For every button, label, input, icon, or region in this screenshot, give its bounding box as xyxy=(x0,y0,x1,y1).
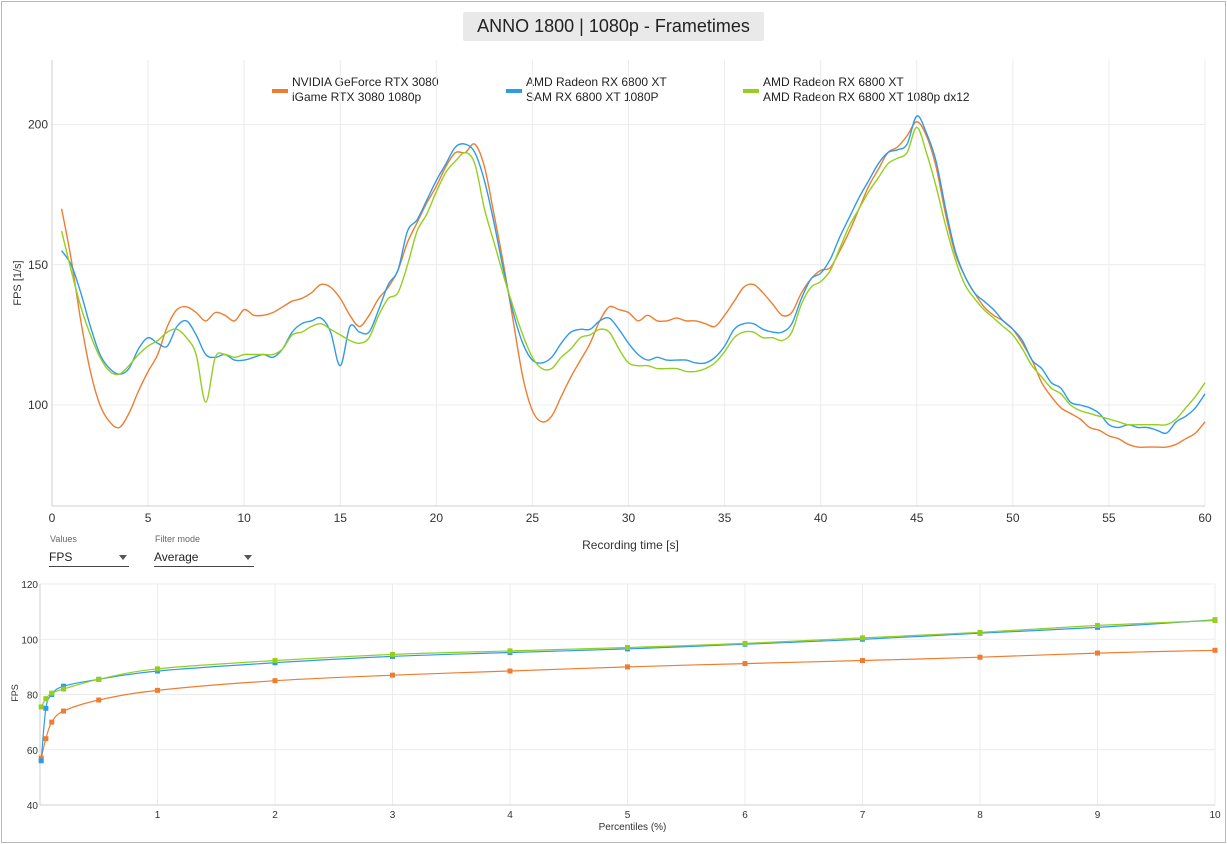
chevron-down-icon xyxy=(244,555,252,560)
legend-item-1-line2: SAM RX 6800 XT 1080P xyxy=(526,90,659,104)
filter-mode-dropdown[interactable]: Average xyxy=(154,548,254,567)
percentile-marker-0 xyxy=(38,755,44,761)
x-tick-label: 0 xyxy=(49,511,56,525)
percentile-marker-2 xyxy=(742,640,748,646)
percentile-marker-2 xyxy=(38,704,44,710)
y2-tick-label: 60 xyxy=(27,746,39,757)
percentile-marker-0 xyxy=(49,719,55,725)
legend-swatch-1 xyxy=(506,89,522,93)
x-axis-title: Recording time [s] xyxy=(582,538,679,552)
y2-axis-title: FPS xyxy=(10,684,20,702)
y-tick-label: 150 xyxy=(28,258,48,272)
percentile-marker-2 xyxy=(1212,617,1218,623)
x2-tick-label: 5 xyxy=(625,810,631,821)
y2-tick-label: 80 xyxy=(27,691,39,702)
percentile-marker-0 xyxy=(272,678,278,684)
chevron-down-icon xyxy=(119,555,127,560)
percentile-marker-1 xyxy=(61,683,66,689)
legend-item-1-line1: AMD Radeon RX 6800 XT xyxy=(526,75,667,89)
x-tick-label: 45 xyxy=(910,511,924,525)
x-tick-label: 30 xyxy=(622,511,636,525)
y-tick-label: 200 xyxy=(28,118,48,132)
x-tick-label: 5 xyxy=(145,511,152,525)
legend-item-0-line1: NVIDIA GeForce RTX 3080 xyxy=(292,75,439,89)
x2-tick-label: 2 xyxy=(272,810,278,821)
x2-tick-label: 1 xyxy=(155,810,161,821)
values-selected: FPS xyxy=(49,550,73,564)
percentile-marker-0 xyxy=(1212,647,1218,653)
percentile-marker-2 xyxy=(1095,622,1100,628)
legend-item-2[interactable]: AMD Radeon RX 6800 XT AMD Radeon RX 6800… xyxy=(763,75,970,105)
percentile-marker-0 xyxy=(43,736,49,742)
percentile-marker-1 xyxy=(43,705,49,711)
percentile-marker-2 xyxy=(390,651,395,657)
y2-tick-label: 120 xyxy=(21,580,38,591)
series-line-1 xyxy=(61,115,1206,435)
x2-tick-label: 9 xyxy=(1095,810,1101,821)
legend-item-0[interactable]: NVIDIA GeForce RTX 3080 iGame RTX 3080 1… xyxy=(292,75,439,105)
x-tick-label: 25 xyxy=(526,511,540,525)
percentile-marker-2 xyxy=(625,645,630,651)
x-tick-label: 50 xyxy=(1006,511,1020,525)
percentile-marker-2 xyxy=(272,658,278,664)
percentile-marker-0 xyxy=(977,654,983,660)
legend-swatch-2 xyxy=(743,89,759,93)
y-axis-title: FPS [1/s] xyxy=(12,260,24,305)
x-tick-label: 60 xyxy=(1198,511,1212,525)
percentile-marker-2 xyxy=(155,666,160,672)
legend-item-2-line2: AMD Radeon RX 6800 XT 1080p dx12 xyxy=(763,90,970,104)
x-tick-label: 35 xyxy=(718,511,732,525)
y2-tick-label: 40 xyxy=(27,801,39,812)
percentile-marker-2 xyxy=(49,690,55,696)
percentile-marker-0 xyxy=(860,658,865,664)
percentile-marker-0 xyxy=(61,708,66,714)
x2-tick-label: 3 xyxy=(390,810,396,821)
series-line-0 xyxy=(60,120,1206,449)
percentile-marker-2 xyxy=(43,696,49,702)
percentile-marker-0 xyxy=(96,697,102,703)
percentile-marker-2 xyxy=(860,635,865,641)
percentile-marker-2 xyxy=(61,686,66,692)
x-tick-label: 15 xyxy=(334,511,348,525)
filter-mode-selected: Average xyxy=(154,550,199,564)
legend-item-2-line1: AMD Radeon RX 6800 XT xyxy=(763,75,904,89)
y2-tick-label: 100 xyxy=(21,635,38,646)
x2-tick-label: 10 xyxy=(1209,810,1221,821)
chart-title: ANNO 1800 | 1080p - Frametimes xyxy=(463,12,764,41)
percentile-line-2 xyxy=(40,619,1216,708)
x-tick-label: 40 xyxy=(814,511,828,525)
percentile-marker-0 xyxy=(742,661,748,667)
legend-swatch-0 xyxy=(272,89,288,93)
legend-item-1[interactable]: AMD Radeon RX 6800 XT SAM RX 6800 XT 108… xyxy=(526,75,667,105)
values-dropdown[interactable]: FPS xyxy=(49,548,129,567)
percentile-marker-0 xyxy=(507,668,513,674)
x2-tick-label: 8 xyxy=(977,810,983,821)
percentile-marker-0 xyxy=(625,664,630,670)
filter-mode-label: Filter mode xyxy=(155,534,201,544)
x2-tick-label: 7 xyxy=(860,810,866,821)
percentile-marker-2 xyxy=(96,676,102,682)
percentile-marker-0 xyxy=(155,687,160,693)
x-tick-label: 10 xyxy=(237,511,251,525)
percentile-line-1 xyxy=(40,619,1216,761)
x2-tick-label: 6 xyxy=(742,810,748,821)
x-tick-label: 55 xyxy=(1102,511,1116,525)
x-tick-label: 20 xyxy=(430,511,444,525)
legend-item-0-line2: iGame RTX 3080 1080p xyxy=(292,90,422,104)
x2-axis-title: Percentiles (%) xyxy=(599,822,667,833)
percentile-marker-0 xyxy=(1095,650,1100,656)
percentile-marker-1 xyxy=(38,758,44,764)
percentile-marker-2 xyxy=(507,648,513,654)
percentile-marker-0 xyxy=(390,672,395,678)
percentile-line-0 xyxy=(40,649,1216,759)
values-label: Values xyxy=(50,534,77,544)
series-line-2 xyxy=(60,126,1206,426)
x2-tick-label: 4 xyxy=(507,810,513,821)
y-tick-label: 100 xyxy=(28,398,48,412)
percentile-marker-2 xyxy=(977,629,983,635)
